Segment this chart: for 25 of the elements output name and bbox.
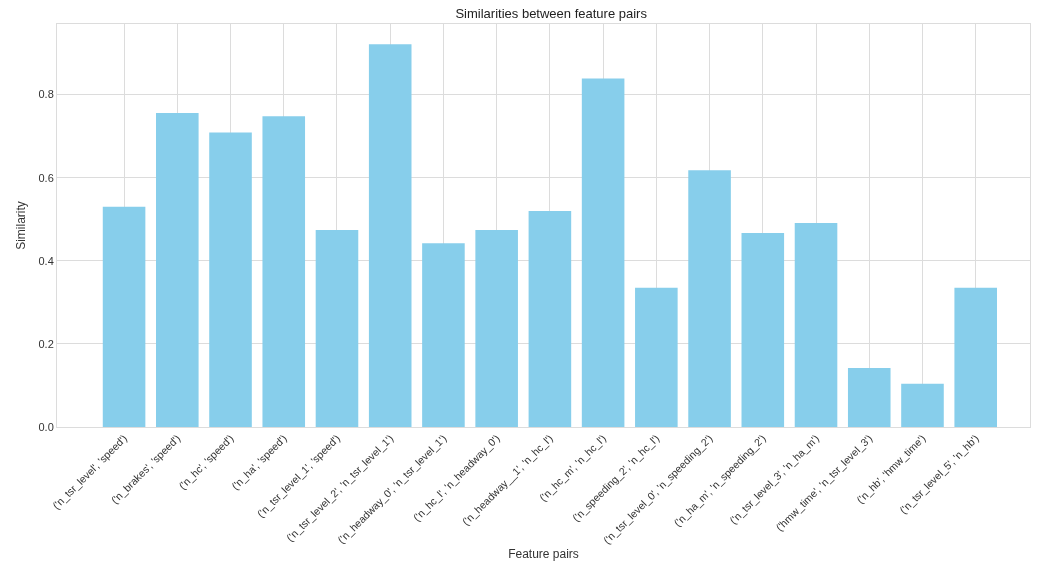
bar	[156, 112, 199, 427]
y-tick-label: 0.4	[38, 254, 54, 267]
x-axis-title: Feature pairs	[508, 546, 579, 561]
bar	[847, 368, 891, 427]
y-tick-label: 0.2	[38, 337, 54, 350]
bar	[688, 170, 731, 427]
bar	[794, 223, 838, 427]
bar	[901, 383, 944, 427]
y-axis-title: Similarity	[13, 201, 28, 250]
chart-title: Similarities between feature pairs	[455, 5, 648, 21]
bar	[102, 206, 146, 427]
y-tick-label: 0.8	[38, 88, 54, 101]
bar	[954, 287, 997, 427]
bar	[475, 230, 518, 427]
bar	[528, 210, 572, 427]
bar	[262, 116, 306, 427]
bar	[368, 44, 412, 427]
bar	[315, 230, 359, 427]
y-tick-label: 0.6	[38, 171, 54, 184]
bar	[741, 232, 785, 427]
bar	[581, 78, 625, 427]
y-tick-label: 0.0	[38, 420, 54, 433]
bar	[209, 132, 252, 427]
bar	[422, 243, 465, 427]
bar	[635, 287, 678, 427]
